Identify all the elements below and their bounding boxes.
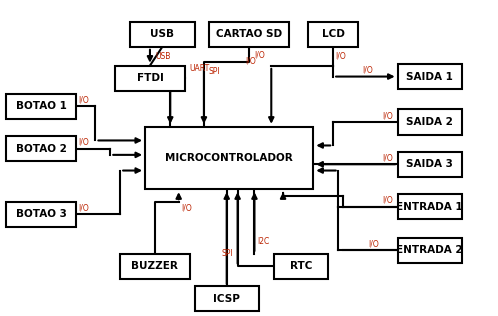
FancyBboxPatch shape (6, 202, 76, 227)
FancyBboxPatch shape (130, 22, 195, 47)
Text: I/O: I/O (78, 204, 89, 213)
Text: USB: USB (150, 29, 174, 39)
Text: BOTAO 3: BOTAO 3 (15, 210, 66, 219)
Text: SPI: SPI (209, 67, 221, 76)
Text: LCD: LCD (322, 29, 345, 39)
Text: SAIDA 2: SAIDA 2 (406, 117, 453, 127)
Text: UART: UART (190, 64, 210, 73)
Text: I2C: I2C (257, 236, 269, 246)
Text: I/O: I/O (382, 154, 392, 162)
Text: I/O: I/O (254, 50, 265, 59)
Text: I/O: I/O (336, 52, 347, 61)
FancyBboxPatch shape (116, 66, 185, 91)
FancyBboxPatch shape (145, 127, 313, 189)
Text: SPI: SPI (221, 249, 233, 258)
FancyBboxPatch shape (397, 238, 462, 263)
Text: FTDI: FTDI (136, 73, 163, 83)
Text: I/O: I/O (78, 95, 89, 105)
Text: I/O: I/O (362, 66, 373, 75)
FancyBboxPatch shape (397, 194, 462, 219)
FancyBboxPatch shape (397, 152, 462, 177)
FancyBboxPatch shape (308, 22, 358, 47)
Text: I/O: I/O (78, 138, 89, 147)
Text: I/O: I/O (382, 196, 392, 205)
FancyBboxPatch shape (209, 22, 289, 47)
Text: ENTRADA 1: ENTRADA 1 (396, 202, 463, 211)
FancyBboxPatch shape (6, 94, 76, 119)
Text: SAIDA 3: SAIDA 3 (406, 159, 453, 169)
FancyBboxPatch shape (195, 286, 259, 312)
FancyBboxPatch shape (397, 64, 462, 89)
Text: BUZZER: BUZZER (131, 261, 178, 271)
FancyBboxPatch shape (274, 253, 328, 279)
Text: I/O: I/O (181, 204, 192, 213)
Text: BOTAO 1: BOTAO 1 (15, 101, 66, 111)
FancyBboxPatch shape (397, 109, 462, 135)
Text: BOTAO 2: BOTAO 2 (15, 143, 66, 154)
Text: SAIDA 1: SAIDA 1 (406, 71, 453, 82)
FancyBboxPatch shape (6, 136, 76, 161)
FancyBboxPatch shape (120, 253, 190, 279)
Text: CARTAO SD: CARTAO SD (216, 29, 282, 39)
Text: USB: USB (155, 52, 170, 61)
Text: ENTRADA 2: ENTRADA 2 (396, 246, 463, 255)
Text: I/O: I/O (382, 111, 392, 120)
Text: I/O: I/O (246, 56, 256, 65)
Text: MICROCONTROLADOR: MICROCONTROLADOR (165, 153, 293, 163)
Text: I/O: I/O (368, 240, 378, 249)
Text: RTC: RTC (290, 261, 312, 271)
Text: ICSP: ICSP (213, 294, 240, 304)
